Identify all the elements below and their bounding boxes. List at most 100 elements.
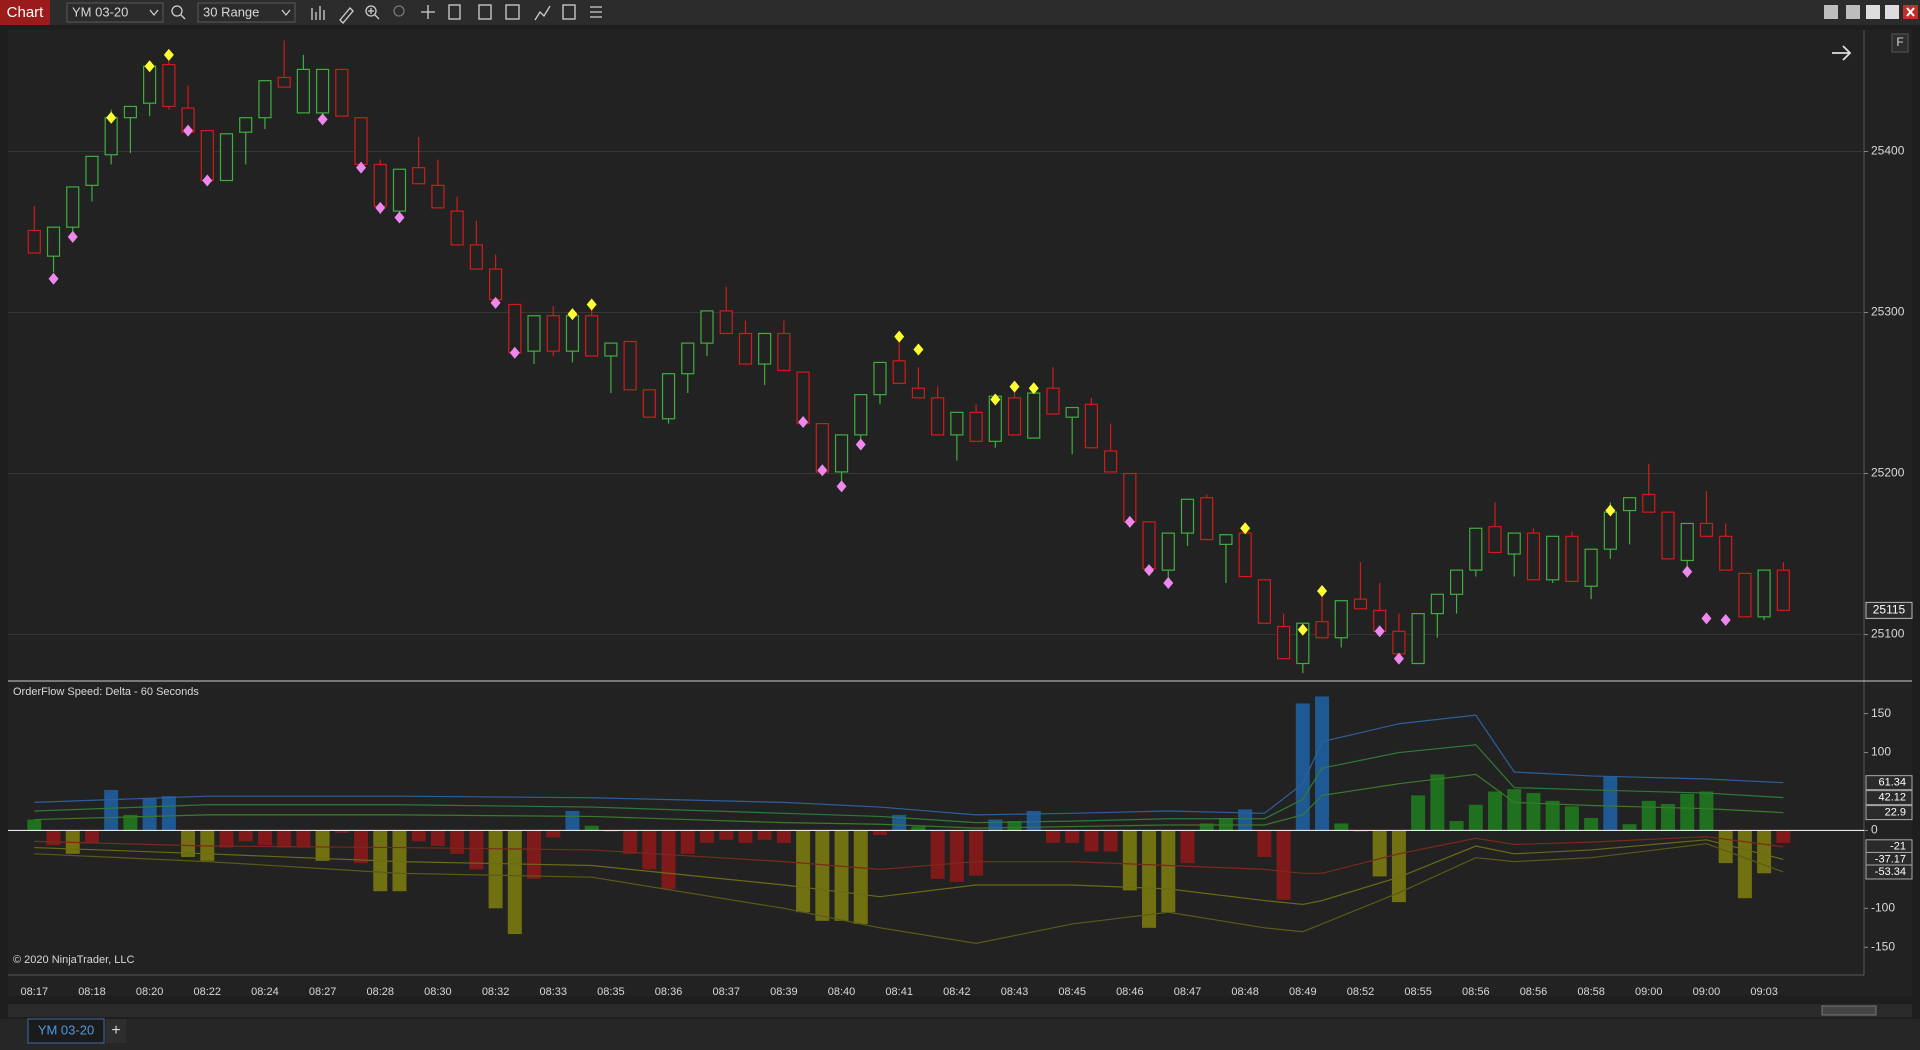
candle-body: [123, 105, 138, 119]
y-tick-label: 0: [1871, 823, 1878, 837]
candle-body: [892, 360, 906, 384]
candle-body: [277, 76, 291, 88]
scrollbar-thumb[interactable]: [1821, 1005, 1877, 1016]
x-tick-label: 08:20: [136, 986, 164, 998]
search-icon[interactable]: [171, 5, 183, 17]
signal-marker: [1605, 504, 1616, 517]
band-value: 61.34: [1878, 777, 1906, 789]
delta-bar: [46, 830, 61, 846]
signal-marker: [356, 161, 367, 174]
signal-marker: [1144, 564, 1155, 577]
x-tick-label: 08:40: [828, 986, 856, 998]
x-tick-label: 08:48: [1231, 986, 1259, 998]
draw-icon[interactable]: [339, 7, 354, 24]
bar-type[interactable]: 30 Range: [203, 4, 259, 19]
dropdown-arrow: [149, 9, 159, 17]
tile-button[interactable]: [1824, 5, 1838, 19]
candle-body: [162, 63, 176, 108]
last-price-box: [1865, 601, 1913, 619]
instrument[interactable]: YM 03-20: [72, 4, 128, 19]
delta-bar: [815, 830, 830, 921]
delta-bar: [949, 830, 964, 882]
tab-label[interactable]: YM 03-20: [38, 1022, 94, 1037]
x-tick-label: 08:45: [1058, 986, 1086, 998]
tile-button[interactable]: [1846, 5, 1860, 19]
band-value: -37.17: [1875, 853, 1906, 865]
delta-bar: [238, 830, 253, 842]
band-line: [34, 744, 1784, 824]
delta-bar: [738, 830, 753, 843]
x-tick-label: 08:41: [885, 986, 913, 998]
candle-body: [1296, 622, 1310, 665]
scroll-right-arrow[interactable]: [1832, 45, 1852, 61]
delta-bar: [1045, 830, 1060, 843]
tab[interactable]: [27, 1018, 105, 1044]
y-tick-label: 25400: [1871, 144, 1905, 158]
delta-bar: [757, 830, 772, 840]
zoom-in-plus: [368, 8, 380, 20]
delta-bar: [969, 830, 984, 876]
crosshair-icon[interactable]: [421, 5, 435, 19]
signal-marker: [1297, 623, 1308, 636]
delta-bar: [1411, 795, 1426, 831]
candle-body: [1353, 598, 1368, 610]
bar-type-select[interactable]: [197, 2, 296, 23]
delta-bar: [450, 830, 465, 854]
instrument-select[interactable]: [66, 2, 164, 23]
window-title: Chart: [7, 4, 45, 21]
y-tick-label: -150: [1871, 939, 1895, 953]
delta-bar: [84, 830, 99, 843]
candle-body: [1565, 535, 1579, 583]
minimize-button[interactable]: [1866, 5, 1880, 19]
candle-body: [1180, 498, 1195, 534]
signal-marker: [1374, 625, 1385, 638]
delta-bar: [1564, 806, 1579, 831]
maximize-button[interactable]: [1885, 5, 1899, 19]
band-value-box: [1865, 864, 1913, 880]
band-value: -21: [1890, 841, 1906, 853]
candle-body: [1622, 497, 1637, 512]
delta-bar: [1622, 824, 1637, 831]
delta-bar: [719, 830, 734, 840]
signal-marker: [855, 438, 866, 451]
window-title-box: [0, 0, 50, 25]
candle-body: [1142, 521, 1156, 570]
properties-icon[interactable]: [448, 4, 461, 20]
candle-body: [873, 361, 887, 396]
scale-button-box[interactable]: [1891, 33, 1909, 53]
indicator-icon[interactable]: [562, 4, 576, 20]
x-tick-label: 08:55: [1404, 986, 1432, 998]
scrollbar[interactable]: [8, 1004, 1912, 1017]
delta-bar: [411, 830, 426, 842]
y-tick-label: 25100: [1871, 627, 1905, 641]
delta-bar: [1026, 810, 1041, 831]
delta-bar: [1680, 793, 1695, 831]
delta-bar: [430, 830, 445, 847]
candle-body: [950, 411, 964, 436]
candle-body: [1699, 522, 1714, 537]
delta-bar: [1007, 821, 1022, 831]
new-tab[interactable]: +: [111, 1022, 120, 1039]
x-tick-label: 08:47: [1174, 986, 1202, 998]
x-tick-label: 08:24: [251, 986, 279, 998]
new-tab-button[interactable]: [106, 1019, 126, 1043]
list-icon[interactable]: [590, 6, 602, 18]
data-box-icon[interactable]: [505, 4, 520, 20]
delta-bar: [584, 825, 599, 831]
scale-button[interactable]: F: [1896, 35, 1903, 49]
zoom-in-icon[interactable]: [365, 5, 377, 17]
candle-body: [681, 342, 695, 375]
candle-body: [450, 210, 464, 246]
zoom-out-icon[interactable]: [393, 5, 405, 17]
band-value-box: [1865, 790, 1913, 806]
signal-marker: [817, 464, 828, 477]
strategy-icon[interactable]: [534, 5, 551, 21]
x-tick-label: 08:39: [770, 986, 798, 998]
delta-bar: [1218, 817, 1233, 831]
candle-body: [1469, 527, 1483, 571]
bars-icon[interactable]: [311, 6, 325, 20]
candle-body: [219, 133, 234, 182]
delta-bar: [1065, 830, 1080, 843]
template-icon[interactable]: [478, 4, 492, 20]
